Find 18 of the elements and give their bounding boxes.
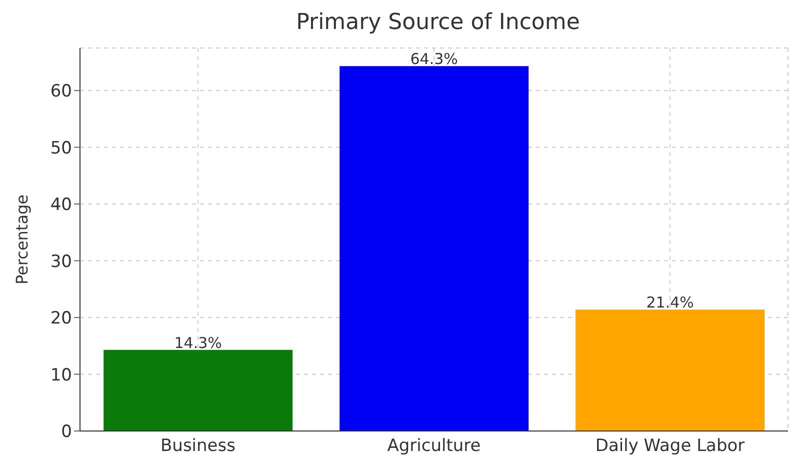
x-tick-label: Daily Wage Labor xyxy=(595,436,745,456)
y-tick-label: 50 xyxy=(50,138,72,158)
x-tick-label: Agriculture xyxy=(387,436,481,456)
y-tick-label: 0 xyxy=(61,422,72,442)
bar xyxy=(576,310,765,431)
bar xyxy=(104,350,293,431)
y-tick-label: 60 xyxy=(50,82,72,102)
chart-title: Primary Source of Income xyxy=(295,10,581,35)
y-tick-label: 40 xyxy=(50,195,72,216)
y-axis-title: Percentage xyxy=(12,194,32,285)
data-label: 64.3% xyxy=(410,50,458,68)
data-label: 14.3% xyxy=(174,334,222,352)
bar xyxy=(340,66,529,431)
y-tick-label: 30 xyxy=(50,252,72,272)
x-tick-label: Business xyxy=(160,436,236,456)
data-label: 21.4% xyxy=(646,294,694,312)
y-tick-label: 20 xyxy=(50,308,72,329)
y-tick-label: 10 xyxy=(50,365,72,386)
